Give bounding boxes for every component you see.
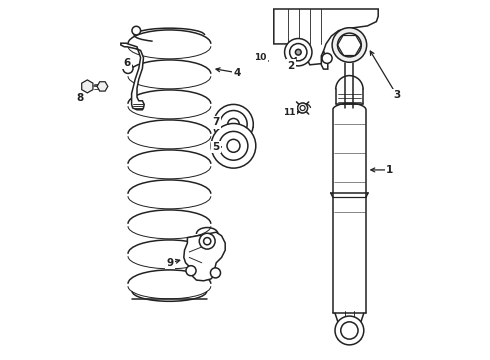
- Text: 2: 2: [288, 60, 294, 71]
- Circle shape: [186, 266, 196, 276]
- Circle shape: [228, 118, 239, 130]
- Circle shape: [285, 39, 312, 66]
- Circle shape: [322, 53, 332, 63]
- Circle shape: [300, 105, 305, 111]
- Text: 10: 10: [254, 53, 266, 62]
- Circle shape: [220, 111, 247, 138]
- Text: 9: 9: [167, 258, 173, 268]
- Text: 8: 8: [76, 93, 84, 103]
- Text: 7: 7: [212, 117, 219, 127]
- Circle shape: [338, 33, 361, 57]
- Circle shape: [210, 268, 221, 278]
- Circle shape: [199, 233, 215, 249]
- Circle shape: [219, 131, 248, 160]
- Text: 6: 6: [123, 58, 130, 68]
- Text: 1: 1: [386, 165, 393, 175]
- Circle shape: [211, 123, 256, 168]
- Circle shape: [123, 63, 133, 73]
- Text: 3: 3: [393, 90, 400, 100]
- Polygon shape: [121, 43, 144, 110]
- Circle shape: [297, 103, 308, 113]
- Text: 11: 11: [283, 108, 295, 117]
- Circle shape: [214, 104, 253, 144]
- Text: 5: 5: [213, 142, 220, 152]
- Polygon shape: [82, 80, 93, 93]
- Polygon shape: [97, 82, 108, 91]
- Polygon shape: [274, 9, 378, 65]
- Circle shape: [341, 322, 358, 339]
- Circle shape: [132, 26, 141, 35]
- Polygon shape: [321, 51, 328, 69]
- Circle shape: [290, 44, 307, 61]
- Circle shape: [335, 316, 364, 345]
- Circle shape: [204, 238, 211, 245]
- Polygon shape: [184, 232, 225, 281]
- Text: 4: 4: [233, 68, 241, 78]
- Circle shape: [332, 28, 367, 62]
- Circle shape: [227, 139, 240, 152]
- Circle shape: [295, 49, 301, 55]
